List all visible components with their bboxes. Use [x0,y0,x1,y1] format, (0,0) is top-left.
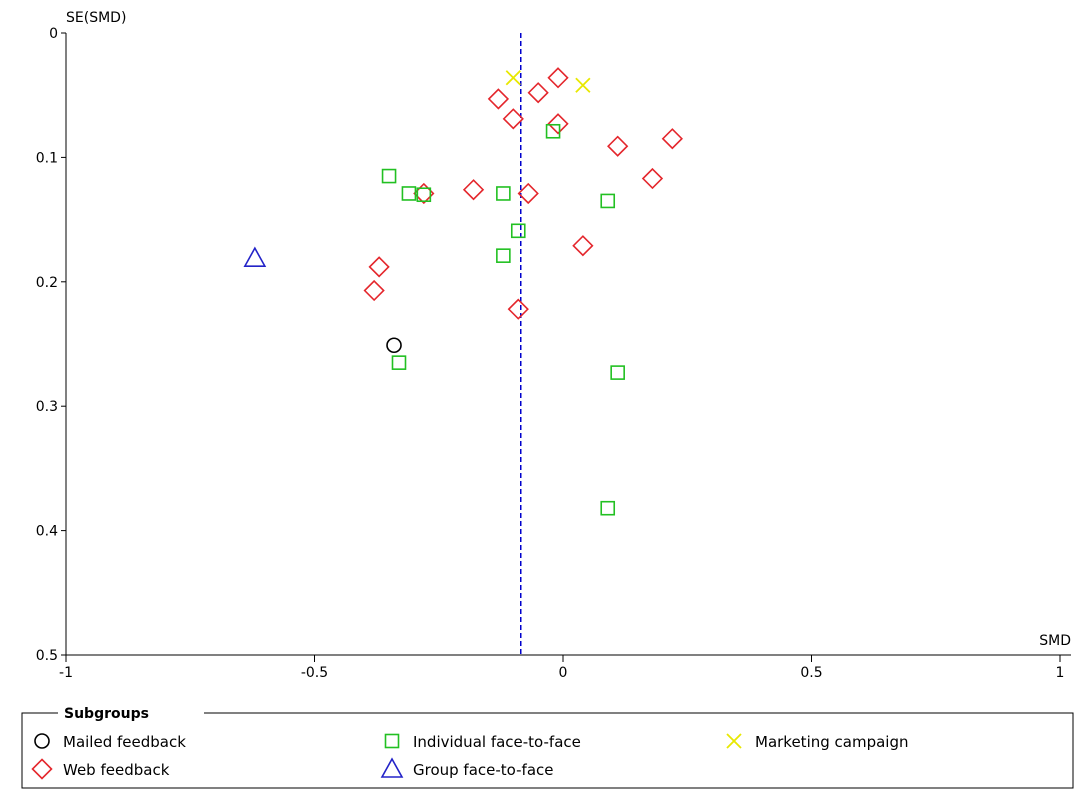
legend-label-mailed-feedback: Mailed feedback [63,733,186,751]
point-individual-face-to-face [510,223,526,239]
y-axis-title: SE(SMD) [66,10,126,26]
point-web-feedback [547,67,569,89]
x-tick-label: 1 [1056,665,1065,681]
y-tick-label: 0.1 [36,150,58,166]
point-individual-face-to-face [381,168,397,184]
point-individual-face-to-face [416,187,432,203]
x-axis-title: SMD [1039,633,1071,649]
point-individual-face-to-face [401,186,417,201]
point-individual-face-to-face [496,186,511,201]
y-tick-label: 0.2 [36,275,58,291]
point-individual-face-to-face [600,500,616,516]
legend-marker-mailed-feedback [34,733,50,749]
legend-title: Subgroups [64,706,149,722]
x-ticks: -1 -0.5 0 0.5 1 [59,655,1064,681]
legend-label-marketing-campaign: Marketing campaign [755,733,909,751]
axes: SE(SMD) SMD [65,10,1071,656]
point-individual-face-to-face [545,123,561,139]
point-web-feedback [363,279,385,302]
point-individual-face-to-face [391,355,407,370]
legend: Subgroups Mailed feedback Individual face… [21,703,1074,789]
point-web-feedback [641,167,664,190]
legend-items: Mailed feedback Individual face-to-face Ma… [31,733,909,780]
point-web-feedback [487,88,510,110]
point-web-feedback [507,298,529,320]
x-tick-label: -1 [59,665,73,681]
x-tick-label: 0 [559,665,568,681]
legend-label-group-face-to-face: Group face-to-face [413,761,554,779]
legend-label-web-feedback: Web feedback [63,761,170,779]
point-mailed-feedback [386,337,402,354]
x-tick-label: -0.5 [301,665,328,681]
point-web-feedback [368,256,390,278]
legend-marker-group-face-to-face [380,757,404,778]
y-tick-label: 0.4 [36,524,58,540]
point-individual-face-to-face [610,365,625,380]
legend-marker-individual-face-to-face [384,733,400,749]
legend-label-individual-face-to-face: Individual face-to-face [413,733,581,751]
y-ticks: 0 0.1 0.2 0.3 0.4 0.5 [36,26,66,664]
point-web-feedback [607,135,629,157]
y-tick-label: 0.5 [36,648,58,664]
y-tick-label: 0.3 [36,399,58,415]
point-web-feedback [572,235,594,257]
point-marketing-campaign [505,70,521,86]
point-web-feedback [502,108,524,130]
legend-marker-marketing-campaign [726,733,742,749]
point-group-face-to-face [243,246,267,267]
point-web-feedback [527,82,549,104]
point-individual-face-to-face [600,193,616,209]
legend-marker-web-feedback [31,758,53,780]
point-individual-face-to-face [496,248,511,263]
point-web-feedback [517,182,539,205]
point-marketing-campaign [575,77,591,93]
legend-title-backdrop [58,703,204,723]
data-points [243,67,683,516]
y-tick-label: 0 [49,26,58,42]
point-web-feedback [661,128,683,150]
x-tick-label: 0.5 [800,665,822,681]
point-web-feedback [462,179,485,201]
point-web-feedback [547,113,569,135]
legend-box [21,712,1074,789]
